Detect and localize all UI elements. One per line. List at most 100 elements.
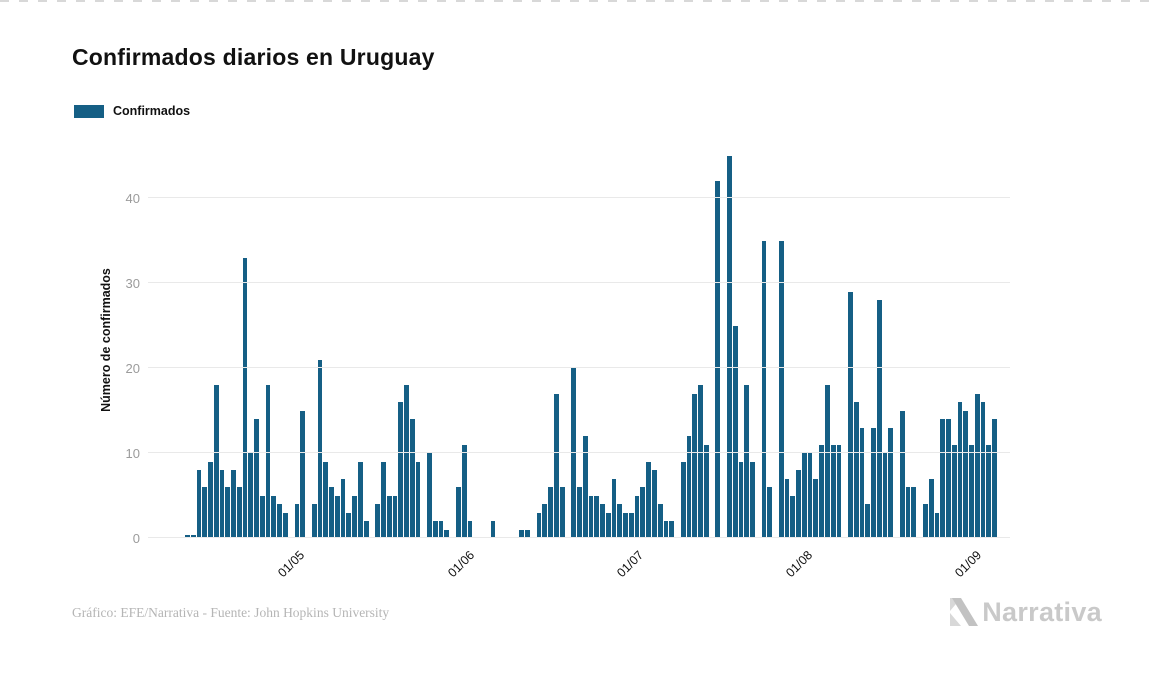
y-tick-label-10: 10 — [125, 446, 140, 461]
bar-69 — [582, 436, 588, 538]
bar-series — [185, 140, 998, 538]
bar-26 — [334, 495, 340, 538]
bar-47 — [455, 487, 461, 538]
narrativa-logo-text: Narrativa — [982, 596, 1102, 627]
bar-2 — [196, 470, 202, 538]
bar-8 — [231, 470, 236, 538]
bar-87 — [686, 436, 692, 538]
bar-9 — [236, 487, 242, 538]
bar-117 — [859, 427, 865, 538]
bar-103 — [778, 240, 784, 538]
gridline-y30 — [148, 282, 1010, 283]
bar-128 — [923, 504, 928, 538]
bar-33 — [375, 504, 381, 538]
bar-4 — [208, 461, 213, 538]
bar-77 — [628, 512, 634, 538]
bar-121 — [882, 453, 888, 538]
bar-113 — [836, 444, 842, 538]
bar-106 — [796, 470, 801, 538]
bar-134 — [957, 402, 963, 538]
bar-89 — [698, 385, 703, 538]
bar-38 — [404, 385, 409, 538]
gridline-y40 — [148, 197, 1010, 198]
bar-42 — [427, 453, 432, 538]
bar-1 — [190, 535, 196, 538]
bar-19 — [294, 504, 300, 538]
bar-39 — [409, 419, 415, 538]
bar-17 — [283, 512, 288, 538]
bar-136 — [969, 444, 974, 538]
bar-101 — [767, 487, 773, 538]
bar-119 — [871, 427, 876, 538]
x-tick-01/06: 01/06 — [444, 548, 477, 581]
bar-86 — [680, 461, 686, 538]
bar-49 — [467, 521, 473, 538]
legend-label: Confirmados — [113, 104, 191, 118]
bar-59 — [525, 529, 530, 538]
bar-24 — [323, 461, 329, 538]
bar-44 — [438, 521, 444, 538]
bar-78 — [634, 495, 640, 538]
bar-37 — [398, 402, 404, 538]
bar-140 — [992, 419, 997, 538]
bar-45 — [444, 529, 450, 538]
bar-35 — [386, 495, 392, 538]
bar-125 — [905, 487, 911, 538]
bar-116 — [853, 402, 859, 538]
bar-0 — [185, 535, 190, 538]
bar-112 — [830, 444, 836, 538]
bar-96 — [738, 461, 744, 538]
bar-74 — [611, 478, 617, 538]
plot-area: 0 10 20 30 40 01/05 01/06 01/07 01/08 01/09 — [126, 140, 1010, 580]
bar-5 — [213, 385, 219, 538]
x-tick-01/09: 01/09 — [952, 548, 985, 581]
bar-139 — [986, 444, 992, 538]
bar-53 — [490, 521, 496, 538]
bar-64 — [554, 393, 559, 538]
bar-88 — [692, 393, 698, 538]
bar-107 — [801, 453, 807, 538]
bar-31 — [363, 521, 369, 538]
bar-82 — [657, 504, 663, 538]
chart-title: Confirmados diarios en Uruguay — [72, 44, 435, 70]
legend-item-confirmados[interactable]: Confirmados — [74, 104, 190, 118]
bar-23 — [317, 359, 323, 538]
bar-73 — [605, 512, 611, 538]
bar-40 — [415, 461, 421, 538]
bar-71 — [594, 495, 600, 538]
y-tick-label-30: 30 — [125, 276, 140, 291]
bar-76 — [623, 512, 628, 538]
x-tick-01/08: 01/08 — [783, 548, 816, 581]
bar-30 — [357, 461, 363, 538]
bar-115 — [848, 291, 853, 538]
bar-34 — [381, 461, 386, 538]
narrativa-logo: Narrativa — [949, 596, 1102, 628]
bar-130 — [934, 512, 940, 538]
bar-67 — [571, 368, 577, 538]
bar-111 — [824, 385, 830, 538]
credit-line: Gráfico: EFE/Narrativa - Fuente: John Ho… — [72, 605, 390, 620]
bar-7 — [225, 487, 231, 538]
bar-22 — [311, 504, 317, 538]
bar-132 — [946, 419, 951, 538]
bar-25 — [329, 487, 334, 538]
bar-14 — [265, 385, 271, 538]
bar-28 — [346, 512, 352, 538]
bar-72 — [600, 504, 605, 538]
bar-68 — [577, 487, 582, 538]
bar-90 — [703, 444, 709, 538]
bar-97 — [744, 385, 750, 538]
bar-98 — [750, 461, 755, 538]
bar-109 — [813, 478, 819, 538]
bar-137 — [974, 393, 980, 538]
bar-118 — [865, 504, 871, 538]
bar-36 — [392, 495, 398, 538]
bar-13 — [259, 495, 265, 538]
bar-62 — [542, 504, 548, 538]
gridline-y20 — [148, 367, 1010, 368]
gridline-y10 — [148, 452, 1010, 453]
x-tick-01/07: 01/07 — [613, 548, 646, 581]
narrativa-n-mark-icon — [950, 598, 979, 626]
y-axis-title: Número de confirmados — [99, 268, 113, 412]
